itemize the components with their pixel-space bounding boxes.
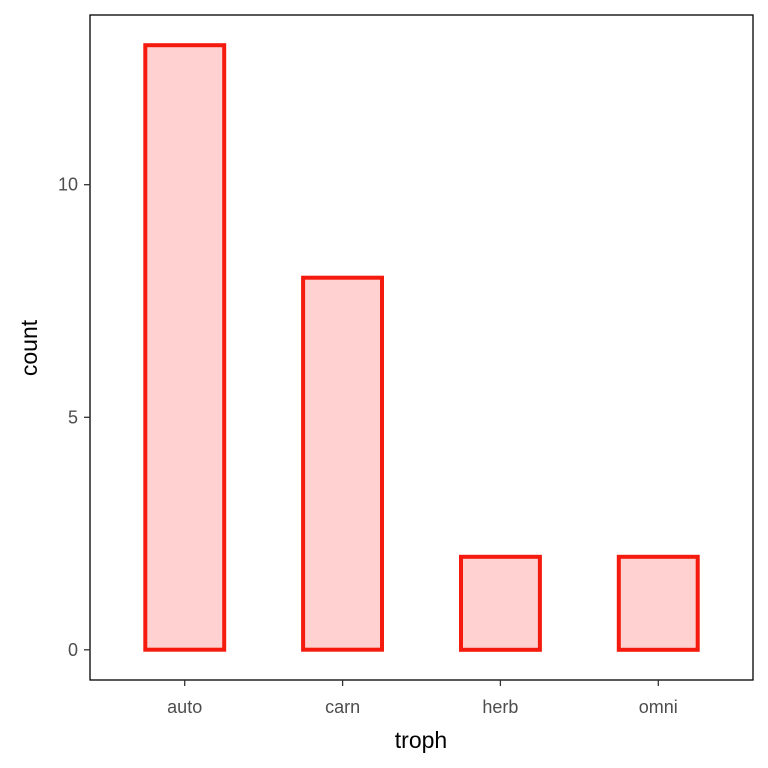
bar-omni bbox=[616, 554, 700, 652]
y-axis-title: count bbox=[16, 319, 42, 376]
x-tick-label-carn: carn bbox=[325, 697, 360, 717]
bar-auto bbox=[143, 43, 227, 652]
bars-layer bbox=[143, 43, 700, 652]
x-axis-ticks: auto carn herb omni bbox=[167, 680, 678, 717]
bar-herb bbox=[459, 554, 542, 652]
x-axis-title: troph bbox=[395, 727, 447, 753]
x-tick-label-omni: omni bbox=[639, 697, 678, 717]
y-tick-label: 5 bbox=[68, 407, 78, 427]
y-tick-label: 10 bbox=[58, 175, 78, 195]
x-tick-label-auto: auto bbox=[167, 697, 202, 717]
y-tick-label: 0 bbox=[68, 640, 78, 660]
y-axis-ticks: 0 5 10 bbox=[58, 175, 90, 660]
x-tick-label-herb: herb bbox=[482, 697, 518, 717]
bar-carn bbox=[301, 275, 385, 652]
